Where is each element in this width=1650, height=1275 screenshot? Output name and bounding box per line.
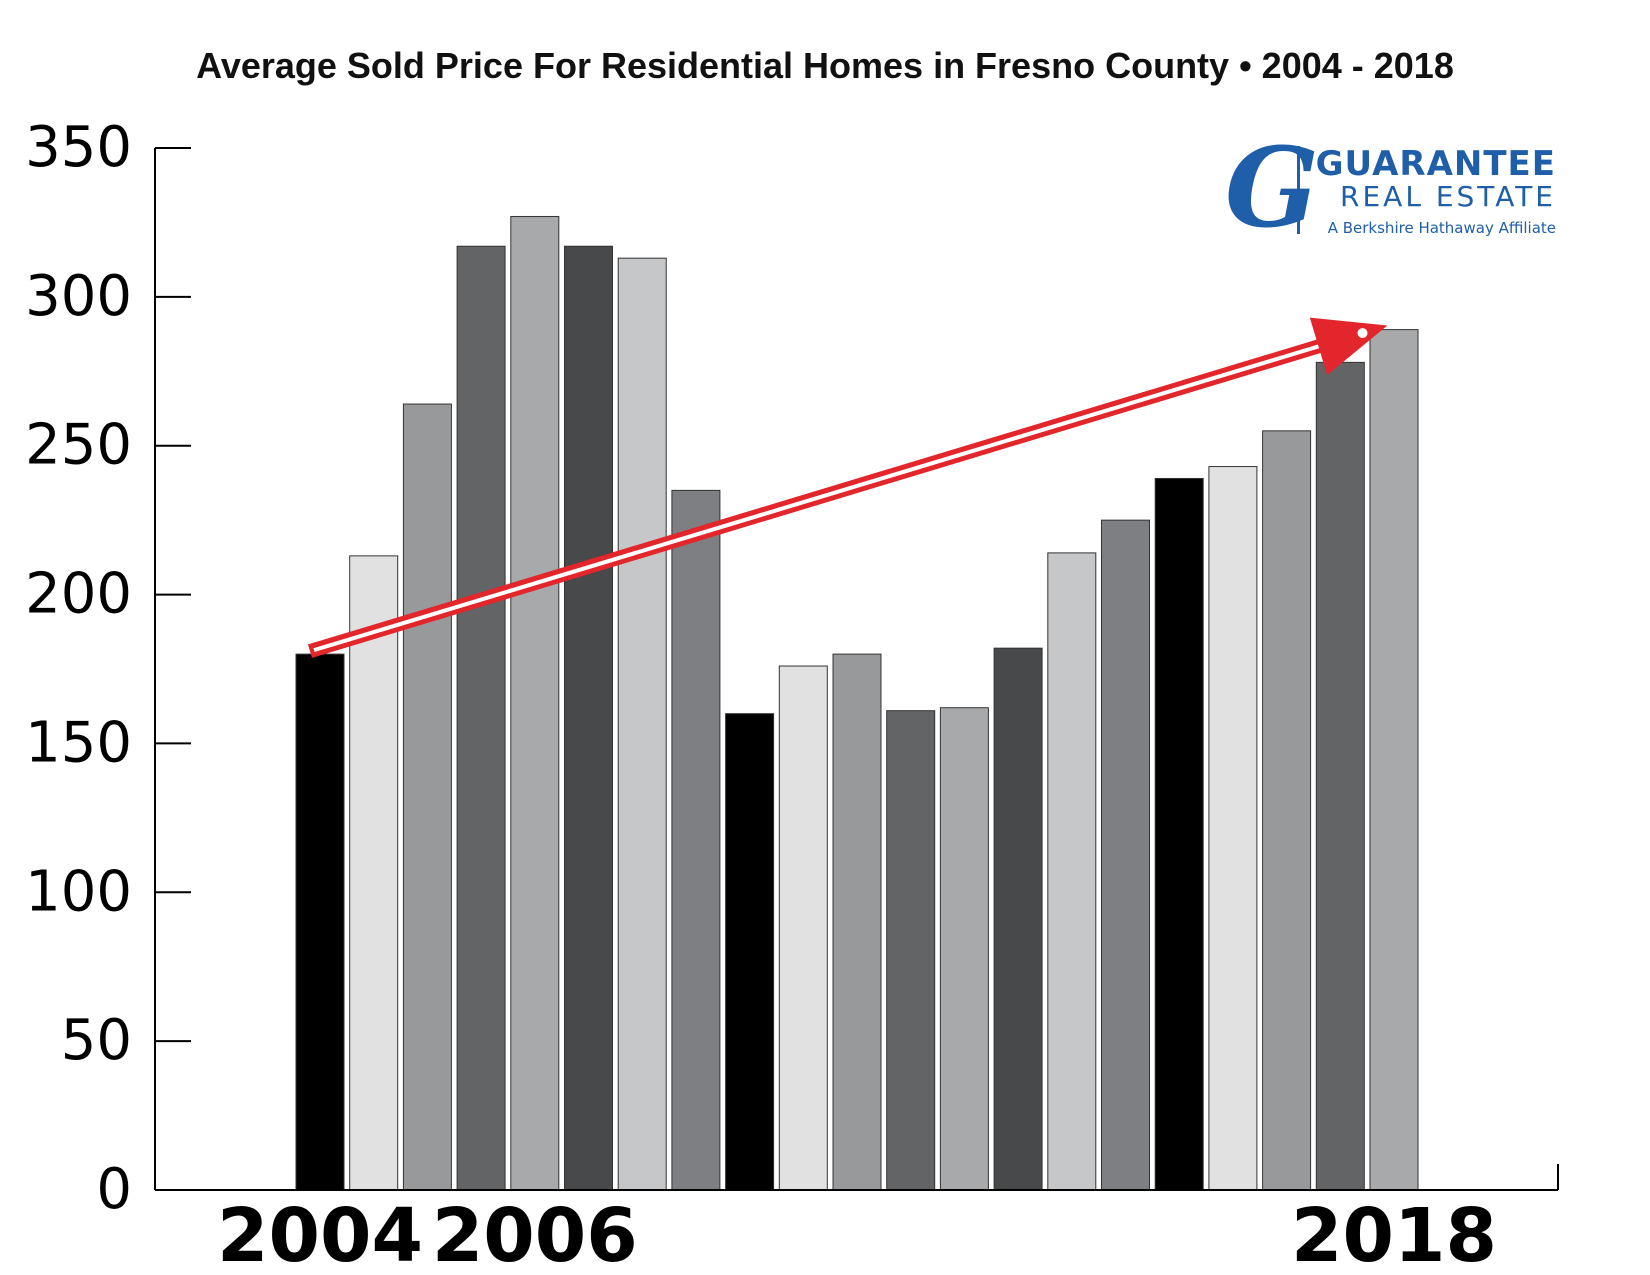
chart-title: Average Sold Price For Residential Homes… xyxy=(196,45,1454,86)
y-tick-label: 50 xyxy=(61,1008,132,1073)
bar xyxy=(1208,466,1258,1191)
bar xyxy=(510,215,560,1191)
bar xyxy=(1101,519,1150,1191)
bar xyxy=(993,647,1043,1191)
axes-group xyxy=(154,148,1559,1191)
bar xyxy=(939,707,989,1191)
bar xyxy=(671,489,721,1191)
y-tick-label: 200 xyxy=(25,562,132,627)
company-logo: G GUARANTEE REAL ESTATE A Berkshire Hath… xyxy=(1225,123,1556,252)
logo-subtitle: REAL ESTATE xyxy=(1340,180,1556,213)
logo-tagline: A Berkshire Hathaway Affiliate xyxy=(1328,219,1556,237)
logo-name: GUARANTEE xyxy=(1316,144,1556,184)
y-tick-label: 100 xyxy=(25,859,132,924)
bar xyxy=(617,257,667,1191)
bar xyxy=(1369,329,1419,1191)
bar xyxy=(725,713,775,1191)
bar xyxy=(1262,430,1312,1191)
logo-mark-icon: G xyxy=(1225,123,1319,252)
y-tick-label: 0 xyxy=(96,1157,132,1222)
bar xyxy=(349,555,399,1191)
trend-arrow-highlight xyxy=(313,331,1364,653)
x-axis-labels: 2004 2006 2018 xyxy=(217,1193,1497,1275)
bar xyxy=(1154,477,1204,1191)
bar xyxy=(1047,552,1097,1191)
trend-arrow xyxy=(307,317,1388,658)
y-tick-label: 250 xyxy=(25,413,132,478)
y-tick-label: 150 xyxy=(25,710,132,775)
bar xyxy=(295,653,345,1191)
logo-divider xyxy=(1297,146,1300,234)
bar xyxy=(456,245,506,1191)
x-axis-label: 2018 xyxy=(1291,1193,1497,1275)
x-axis-label: 2006 xyxy=(432,1193,638,1275)
bar xyxy=(1315,361,1365,1191)
bar xyxy=(886,710,936,1191)
bar xyxy=(564,245,613,1191)
bar xyxy=(402,403,452,1191)
y-tick-label: 350 xyxy=(25,115,132,180)
y-tick-label: 300 xyxy=(25,264,132,329)
y-axis-ticks: 0 50 100 150 200 250 300 350 xyxy=(25,115,191,1222)
x-axis-label: 2004 xyxy=(217,1193,423,1275)
bar xyxy=(832,653,882,1191)
bar xyxy=(778,665,828,1191)
trend-arrow-end-dot xyxy=(1357,328,1368,339)
bars-group xyxy=(295,215,1419,1191)
trend-arrow-head xyxy=(1309,317,1388,376)
